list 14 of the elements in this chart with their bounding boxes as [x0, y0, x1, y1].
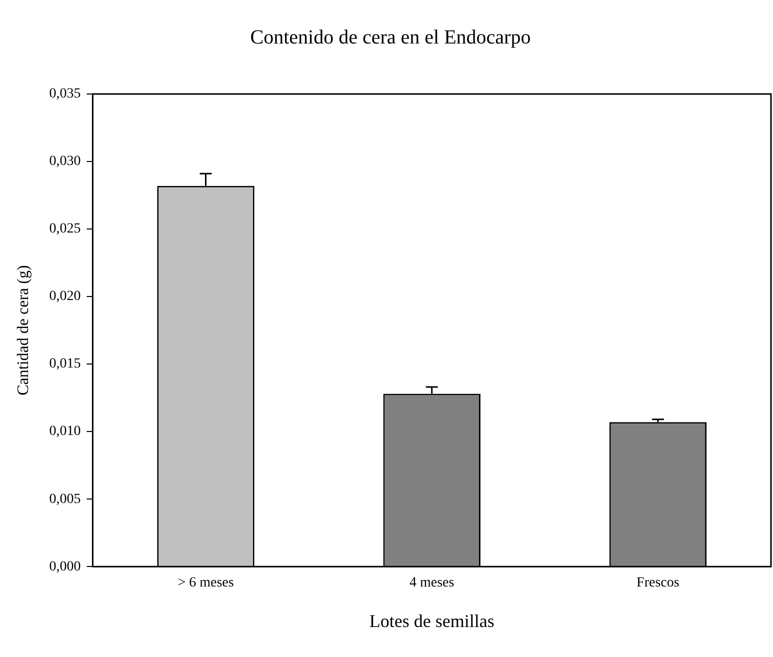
y-tick-label: 0,000	[49, 559, 81, 574]
x-tick-label: > 6 meses	[178, 576, 234, 591]
chart-title: Contenido de cera en el Endocarpo	[250, 26, 531, 48]
y-tick-label: 0,005	[49, 492, 81, 507]
y-tick-label: 0,025	[49, 222, 81, 237]
y-tick-label: 0,020	[49, 289, 81, 304]
x-tick-label: Frescos	[636, 576, 680, 591]
y-axis-title: Cantidad de cera (g)	[14, 265, 32, 396]
x-tick-label: 4 meses	[409, 576, 454, 591]
y-tick-label: 0,015	[49, 356, 81, 372]
x-axis-title: Lotes de semillas	[369, 610, 494, 631]
y-tick-label: 0,030	[49, 154, 81, 170]
y-tick-label: 0,035	[49, 86, 81, 102]
y-tick-label: 0,010	[49, 424, 81, 440]
